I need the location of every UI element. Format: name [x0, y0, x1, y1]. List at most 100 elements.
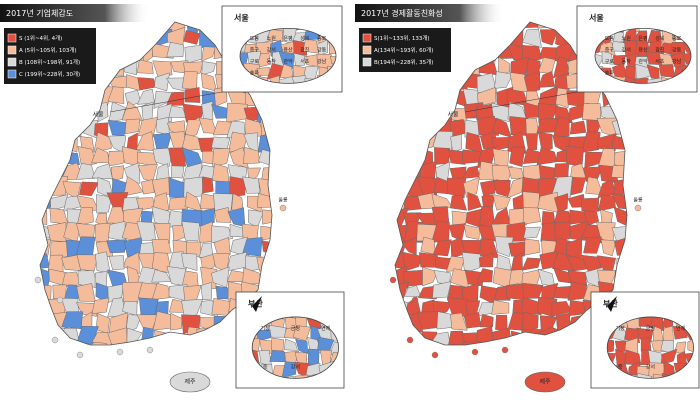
district [267, 29, 284, 42]
district [538, 70, 555, 88]
district-label: 서초 [300, 58, 310, 65]
island [116, 348, 124, 356]
district-label: 금정 [291, 325, 300, 332]
district [40, 311, 54, 328]
district-label: 강남 [672, 58, 682, 65]
district [613, 206, 627, 229]
district [303, 91, 320, 105]
district [402, 121, 423, 136]
island [76, 351, 84, 359]
district [61, 328, 80, 344]
district [260, 118, 272, 138]
district [123, 344, 144, 345]
district-label: 금정 [646, 325, 655, 332]
legend-swatch [362, 57, 372, 67]
district [170, 312, 183, 331]
district [627, 179, 646, 199]
district-label: 기장 [261, 325, 271, 332]
district [106, 31, 129, 47]
district [507, 311, 526, 331]
district [200, 72, 218, 92]
district [152, 147, 173, 167]
district [271, 178, 272, 199]
district [491, 327, 513, 345]
district [294, 374, 311, 379]
district [479, 313, 494, 328]
district [581, 131, 601, 153]
district [276, 165, 291, 181]
district [212, 330, 231, 345]
district [168, 333, 186, 345]
district [40, 327, 53, 345]
district-label: 강서 [646, 363, 655, 370]
district [137, 163, 158, 182]
district [52, 284, 67, 299]
district-label: 은평 [638, 35, 647, 42]
district [611, 135, 627, 150]
district [446, 177, 467, 199]
district [495, 314, 508, 331]
district [509, 22, 525, 34]
district [416, 118, 436, 137]
district [184, 87, 201, 103]
district [106, 75, 130, 88]
district [418, 73, 434, 93]
district-label: 동작 [267, 58, 277, 65]
district [48, 135, 66, 154]
district [395, 150, 409, 169]
district [596, 133, 617, 152]
district [61, 254, 82, 271]
district [624, 349, 642, 366]
district [91, 297, 110, 314]
district [96, 194, 112, 214]
district [478, 252, 494, 268]
district [476, 87, 497, 107]
district [492, 194, 511, 211]
district [212, 163, 230, 184]
district [433, 269, 451, 285]
district [49, 328, 67, 345]
district [40, 165, 52, 183]
district [316, 39, 328, 56]
district [601, 50, 614, 65]
district [200, 281, 212, 301]
district [170, 165, 185, 179]
district [199, 343, 216, 345]
district [107, 86, 125, 104]
district-label: 성북 [300, 35, 310, 42]
district [431, 87, 450, 106]
district [201, 101, 214, 121]
district [403, 135, 421, 154]
district [137, 77, 156, 91]
district-label: 도봉 [605, 36, 615, 42]
district [494, 236, 514, 258]
district [647, 77, 663, 84]
district-label: 강서 [622, 47, 631, 54]
district [401, 89, 420, 107]
district-label: 종로 [672, 36, 682, 42]
district [631, 162, 644, 182]
district-label: 구로 [250, 59, 260, 65]
district [295, 338, 309, 354]
district [40, 121, 53, 135]
inset-outline [594, 27, 692, 84]
district [395, 86, 406, 109]
place-label: 서울 [92, 111, 104, 119]
district [496, 27, 509, 48]
ulleung [634, 204, 642, 212]
district [537, 341, 556, 345]
district [137, 116, 159, 138]
legend-box [4, 28, 96, 84]
district [463, 224, 480, 240]
district [522, 311, 539, 332]
legend-label: B(194위~228위, 35개) [374, 58, 433, 66]
district [481, 341, 496, 345]
place-label: 서울 [447, 111, 459, 119]
island [411, 296, 419, 304]
district [154, 72, 170, 92]
district-label: 은평 [283, 35, 292, 42]
district [274, 105, 292, 122]
district [395, 314, 405, 329]
district-label: 중 [263, 364, 268, 370]
